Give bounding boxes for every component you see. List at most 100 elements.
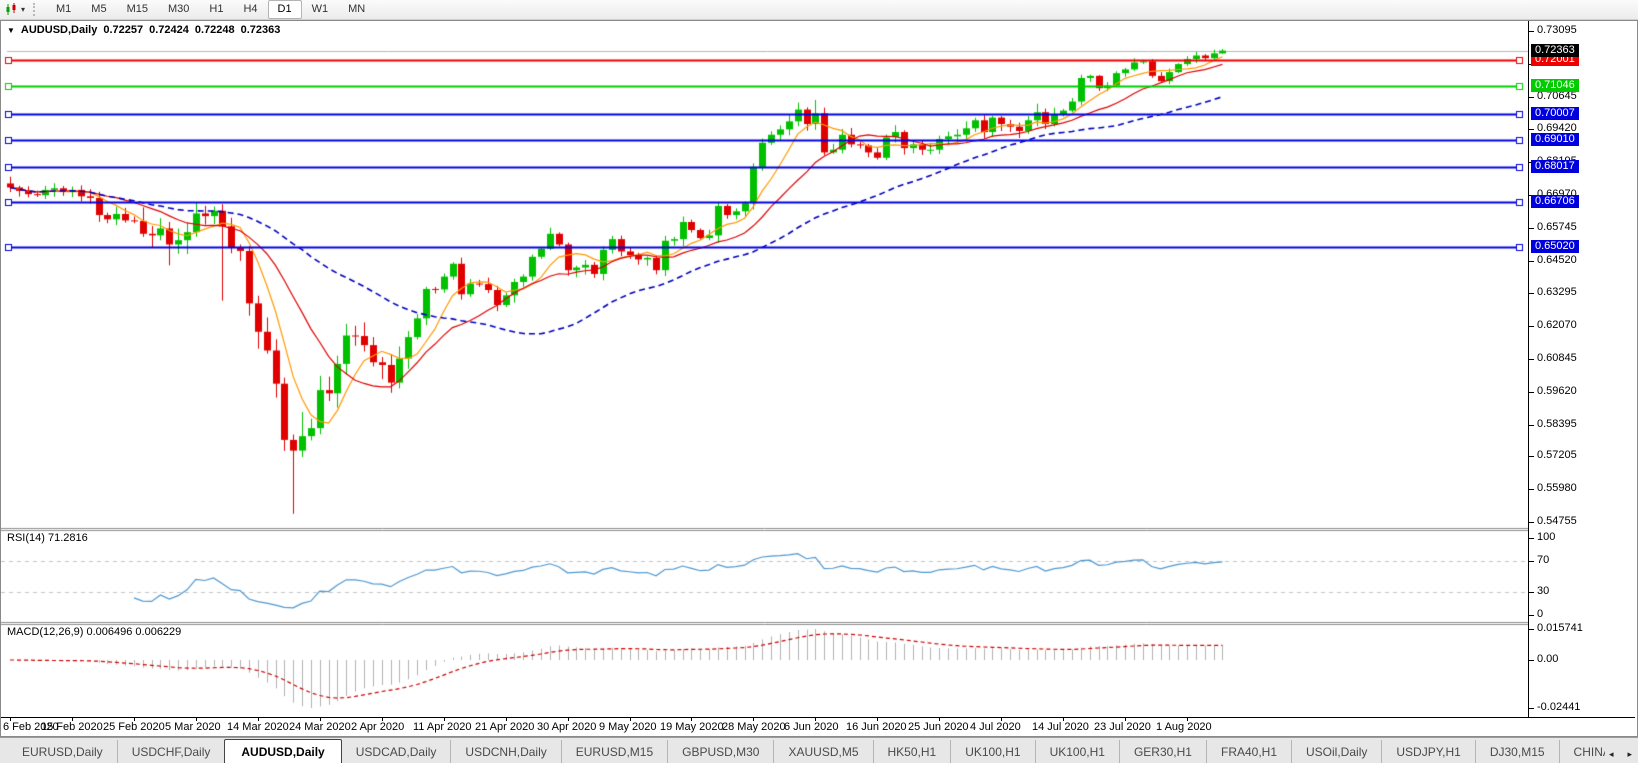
price-axis-tick: [1529, 538, 1534, 539]
rsi-indicator-label: RSI(14) 71.2816: [7, 532, 88, 544]
time-axis-tick: [1063, 718, 1064, 721]
chart-tab-UK100-H1[interactable]: UK100,H1: [1034, 740, 1119, 763]
date-label: 15 Feb 2020: [41, 721, 103, 733]
chart-tab-USDCNH-Daily[interactable]: USDCNH,Daily: [450, 740, 560, 763]
price-tick-label: 0.58395: [1537, 418, 1577, 430]
chart-window: ▼ AUDUSD,Daily 0.72257 0.72424 0.72248 0…: [0, 20, 1638, 737]
ohlc-low: 0.72248: [194, 24, 235, 36]
price-tick-label: 0.59620: [1537, 385, 1577, 397]
price-axis-tick: [1529, 326, 1534, 327]
hline-price-label[interactable]: 0.70007: [1531, 107, 1579, 120]
date-label: 2 Apr 2020: [351, 721, 405, 733]
date-label: 25 Jun 2020: [908, 721, 969, 733]
date-label: 6 Feb 2020: [3, 721, 59, 733]
price-tick-label: 0.65745: [1537, 221, 1577, 233]
time-axis-tick: [258, 718, 259, 721]
time-axis-tick: [1187, 718, 1188, 721]
tab-scroll-controls: ◂ ▸: [1605, 749, 1638, 763]
chart-tab-DJ30-M15[interactable]: DJ30,M15: [1474, 740, 1559, 763]
time-axis-tick: [1001, 718, 1002, 721]
chart-tab-EURUSD-Daily[interactable]: EURUSD,Daily: [22, 745, 103, 759]
chart-tab-FRA40-H1[interactable]: FRA40,H1: [1205, 740, 1291, 763]
chart-tabs: EURUSD,Daily USDCHF,Daily AUDUSD,Daily USDC…: [0, 738, 1605, 763]
hline-price-label[interactable]: 0.71046: [1531, 79, 1579, 92]
date-label: 11 Apr 2020: [413, 721, 472, 733]
timeframe-button-H1[interactable]: H1: [199, 0, 233, 19]
timeframe-button-M30[interactable]: M30: [158, 0, 199, 19]
price-axis-tick: [1529, 425, 1534, 426]
time-axis-tick: [815, 718, 816, 721]
rsi-scale-label: 0: [1537, 608, 1544, 620]
hline-price-label[interactable]: 0.66706: [1531, 195, 1579, 208]
tabs-scroll-left-icon[interactable]: ◂: [1608, 749, 1614, 759]
date-label: 21 Apr 2020: [475, 721, 535, 733]
price-axis-tick: [1529, 592, 1534, 593]
chart-tab-USOil-Daily[interactable]: USOil,Daily: [1291, 740, 1381, 763]
price-tick-label: 0.60845: [1537, 352, 1577, 364]
collapse-icon[interactable]: ▼: [7, 25, 15, 35]
date-label: 4 Jul 2020: [970, 721, 1021, 733]
time-axis-tick: [196, 718, 197, 721]
timeframe-button-D1[interactable]: D1: [267, 0, 302, 19]
hline-price-label[interactable]: 0.65020: [1531, 240, 1579, 253]
hline-price-label[interactable]: 0.68017: [1531, 160, 1579, 173]
chart-tab-HK50-H1[interactable]: HK50,H1: [872, 740, 951, 763]
price-tick-label: 0.55980: [1537, 482, 1577, 494]
price-axis-tick: [1529, 293, 1534, 294]
time-axis-tick: [506, 718, 507, 721]
chart-canvas[interactable]: [1, 21, 1528, 717]
timeframe-button-W1[interactable]: W1: [302, 0, 339, 19]
date-label: 14 Mar 2020: [227, 721, 289, 733]
chart-tab-CHINA300-H4[interactable]: CHINA300,H4: [1558, 740, 1605, 763]
tabs-scroll-right-icon[interactable]: ▸: [1627, 749, 1632, 759]
date-label: 25 Feb 2020: [103, 721, 165, 733]
rsi-scale-label: 30: [1537, 585, 1550, 597]
chart-tab-UK100-H1[interactable]: UK100,H1: [950, 740, 1034, 763]
price-tick-label: 0.69420: [1537, 122, 1577, 134]
chart-tab-USDJPY-H1[interactable]: USDJPY,H1: [1381, 740, 1474, 763]
chart-tab-EURUSD-M15[interactable]: EURUSD,M15: [560, 740, 667, 763]
date-label: 16 Jun 2020: [846, 721, 907, 733]
current-price-label: 0.72363: [1531, 44, 1579, 57]
chart-tab-USDCAD-Daily[interactable]: USDCAD,Daily: [355, 745, 437, 759]
time-axis-tick: [939, 718, 940, 721]
timeframe-button-M1[interactable]: M1: [46, 0, 81, 19]
chart-tab-USDCHF-Daily[interactable]: USDCHF,Daily: [116, 740, 225, 763]
timeframe-button-M5[interactable]: M5: [81, 0, 116, 19]
ohlc-close: 0.72363: [240, 24, 281, 36]
price-axis-tick: [1529, 31, 1534, 32]
chart-tab-GBPUSD-M30[interactable]: GBPUSD,M30: [667, 740, 773, 763]
timeframe-button-MN[interactable]: MN: [338, 0, 375, 19]
time-axis-tick: [753, 718, 754, 721]
time-axis: 6 Feb 2020 15 Feb 2020 25 Feb 2020 5 Mar 20…: [1, 717, 1635, 735]
chart-type-icon[interactable]: [4, 2, 19, 17]
chart-tab-XAUUSD-M5[interactable]: XAUUSD,M5: [773, 740, 872, 763]
time-axis-tick: [10, 718, 11, 721]
macd-scale-label: 0.00: [1537, 653, 1559, 665]
chart-tab-GER30-H1[interactable]: GER30,H1: [1118, 740, 1206, 763]
date-label: 6 Jun 2020: [784, 721, 839, 733]
hline-price-label[interactable]: 0.69010: [1531, 133, 1579, 146]
date-label: 14 Jul 2020: [1032, 721, 1089, 733]
chart-tab-AUDUSD-Daily[interactable]: AUDUSD,Daily: [224, 739, 342, 763]
price-axis-tick: [1529, 392, 1534, 393]
price-axis-tick: [1529, 489, 1534, 490]
date-label: 30 Apr 2020: [537, 721, 597, 733]
price-tick-label: 0.64520: [1537, 254, 1577, 266]
timeframe-button-M15[interactable]: M15: [117, 0, 158, 19]
macd-scale-label: -0.02441: [1537, 701, 1581, 713]
price-axis-tick: [1529, 261, 1534, 262]
timeframe-toolbar: M1 M5 M15 M30 H1 H4 D1 W1 MN: [46, 0, 375, 19]
price-axis-tick: [1529, 660, 1534, 661]
price-axis-tick: [1529, 615, 1534, 616]
price-tick-label: 0.70645: [1537, 90, 1577, 102]
toolbar: ▾ M1 M5 M15 M30 H1 H4 D1 W1 MN: [0, 0, 1638, 20]
price-tick-label: 0.57205: [1537, 449, 1577, 461]
price-axis: 0.730950.718700.706450.694200.681950.669…: [1528, 21, 1637, 717]
timeframe-button-H4[interactable]: H4: [233, 0, 267, 19]
price-axis-tick: [1529, 561, 1534, 562]
date-label: 19 May 2020: [660, 721, 724, 733]
chart-type-dropdown-caret[interactable]: ▾: [21, 5, 26, 14]
time-axis-tick: [444, 718, 445, 721]
